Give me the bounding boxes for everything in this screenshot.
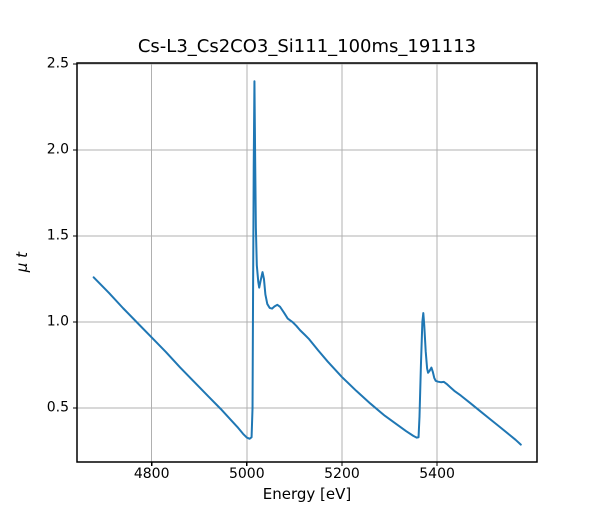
data-line-mu-t	[92, 80, 522, 446]
y-tick-label: 2.0	[46, 141, 69, 158]
x-tick-label: 5200	[324, 466, 360, 482]
y-tick-label: 0.5	[46, 399, 69, 416]
x-tick-label: 4800	[133, 466, 170, 482]
y-axis-label: μ t	[13, 252, 31, 273]
axes-spines	[76, 62, 538, 463]
x-axis-label: Energy [eV]	[262, 485, 352, 503]
x-tick-label: 5400	[419, 466, 455, 482]
y-tick-label: 1.5	[46, 227, 69, 244]
chart-title: Cs-L3_Cs2CO3_Si111_100ms_191113	[137, 36, 477, 57]
y-tick-label: 1.0	[46, 313, 69, 330]
x-tick-label: 5000	[228, 466, 265, 482]
y-tick-label: 2.5	[46, 55, 69, 72]
